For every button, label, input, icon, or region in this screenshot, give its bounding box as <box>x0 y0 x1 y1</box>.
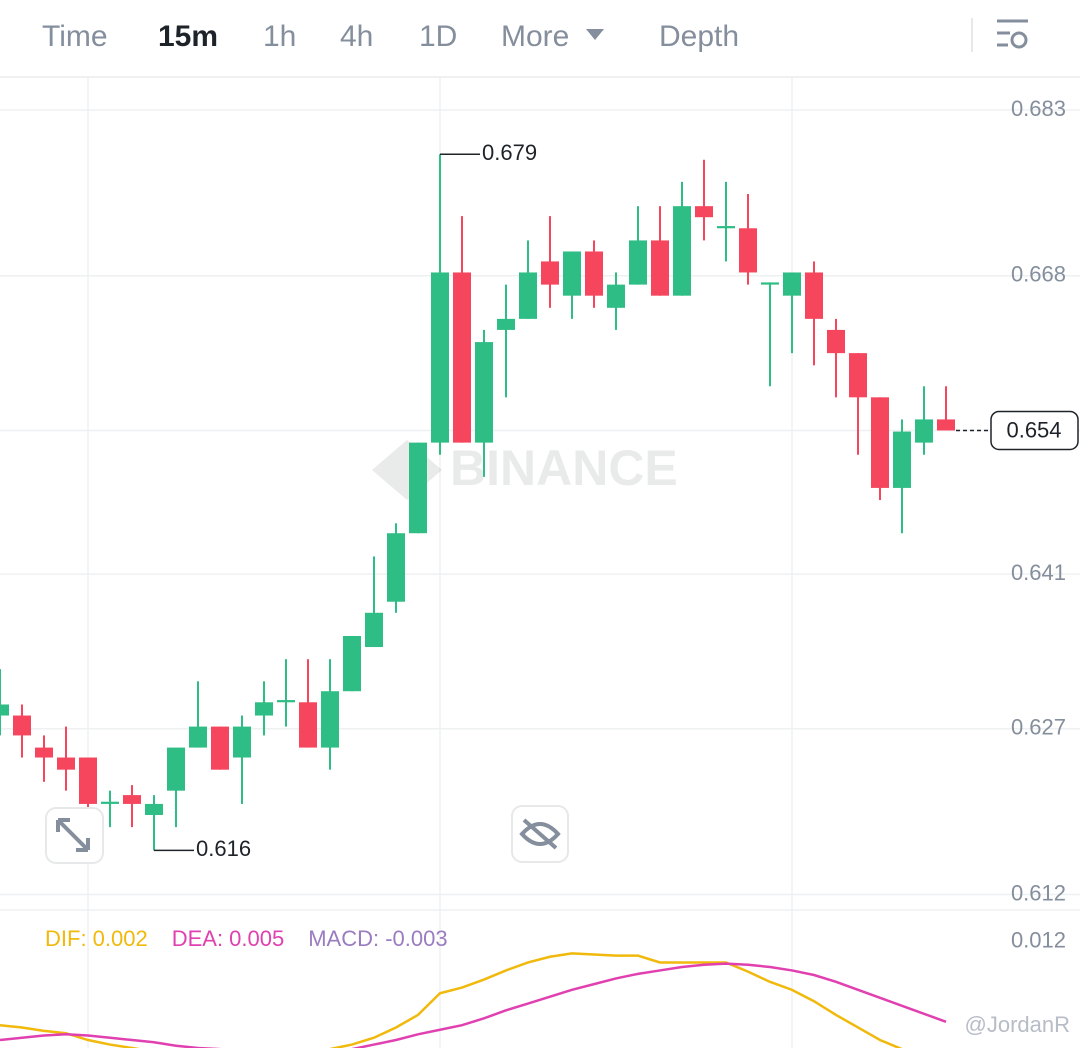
candle-body <box>893 431 911 488</box>
credit: @JordanR <box>965 1012 1071 1037</box>
candle-body <box>145 803 163 815</box>
expand-button[interactable] <box>45 807 104 864</box>
candle-body <box>211 726 229 770</box>
dropdown-arrow[interactable] <box>586 29 604 40</box>
tab[interactable]: 4h <box>340 20 373 53</box>
candle-body <box>277 700 295 703</box>
candle-body <box>717 226 735 229</box>
candle-body <box>783 272 801 296</box>
candle-body <box>805 272 823 319</box>
candle-body <box>321 691 339 748</box>
y-tick-label: 0.627 <box>1011 715 1066 740</box>
candle-body <box>915 419 933 443</box>
last-price-box <box>990 410 1079 451</box>
candle-body <box>365 612 383 648</box>
candle-body <box>299 702 317 748</box>
legend-entry: MACD: -0.003 <box>308 926 447 951</box>
candle-body <box>629 240 647 285</box>
candle-body <box>453 272 471 443</box>
last-price-label: 0.654 <box>1006 417 1061 442</box>
indicator-line <box>0 962 947 1048</box>
tab[interactable]: 15m <box>158 20 218 53</box>
watermark-text: BINANCE <box>450 440 678 496</box>
candle-body <box>849 353 867 398</box>
toolbar: Time 15m 1h 4h 1D More Depth <box>42 20 739 53</box>
y-tick-label: 0.683 <box>1011 96 1066 121</box>
candle-body <box>35 747 53 758</box>
tab[interactable]: 1h <box>263 20 296 53</box>
indicator-line <box>0 952 903 1048</box>
candle-body <box>585 251 603 296</box>
legend-entry: DIF: 0.002 <box>45 926 148 951</box>
candle-body <box>255 702 273 716</box>
candle-body <box>541 261 559 285</box>
candle-body <box>519 272 537 319</box>
candle-body <box>101 801 119 804</box>
candle-body <box>189 726 207 748</box>
y-tick-label: 0.641 <box>1011 560 1066 585</box>
legend-entry: DEA: 0.005 <box>172 926 285 951</box>
candle-body <box>827 329 845 354</box>
candle-body <box>761 282 779 285</box>
annotation-low: 0.616 <box>196 836 251 861</box>
candle-body <box>607 284 625 308</box>
candle-body <box>233 726 251 758</box>
candle-body <box>167 747 185 791</box>
candle-body <box>343 635 361 692</box>
candle-body <box>431 272 449 443</box>
candle-body <box>673 206 691 296</box>
tab[interactable]: More <box>501 20 569 53</box>
candle-body <box>79 757 97 804</box>
candle-body <box>563 251 581 296</box>
candle-body <box>475 342 493 443</box>
candle-body <box>739 228 757 273</box>
y-tick-label: 0.668 <box>1011 262 1066 287</box>
candle-body <box>497 318 515 330</box>
tab[interactable]: 1D <box>419 20 457 53</box>
candle-body <box>409 442 427 534</box>
settings-icon[interactable] <box>997 19 1028 49</box>
tab[interactable]: Depth <box>659 20 739 53</box>
candle-body <box>695 206 713 218</box>
candle-body <box>13 715 31 736</box>
y-tick-label: 0.612 <box>1011 880 1066 905</box>
candle-body <box>387 533 405 602</box>
tab[interactable]: Time <box>42 20 108 53</box>
annotation-high: 0.679 <box>482 140 537 165</box>
y-tick-label: 0.012 <box>1011 928 1066 953</box>
candle-body <box>937 419 955 431</box>
candle-body <box>0 704 9 716</box>
hide-button[interactable] <box>511 805 569 863</box>
candle-body <box>871 397 889 488</box>
candle-body <box>57 757 75 770</box>
candle-body <box>123 795 141 804</box>
candle-body <box>651 240 669 296</box>
